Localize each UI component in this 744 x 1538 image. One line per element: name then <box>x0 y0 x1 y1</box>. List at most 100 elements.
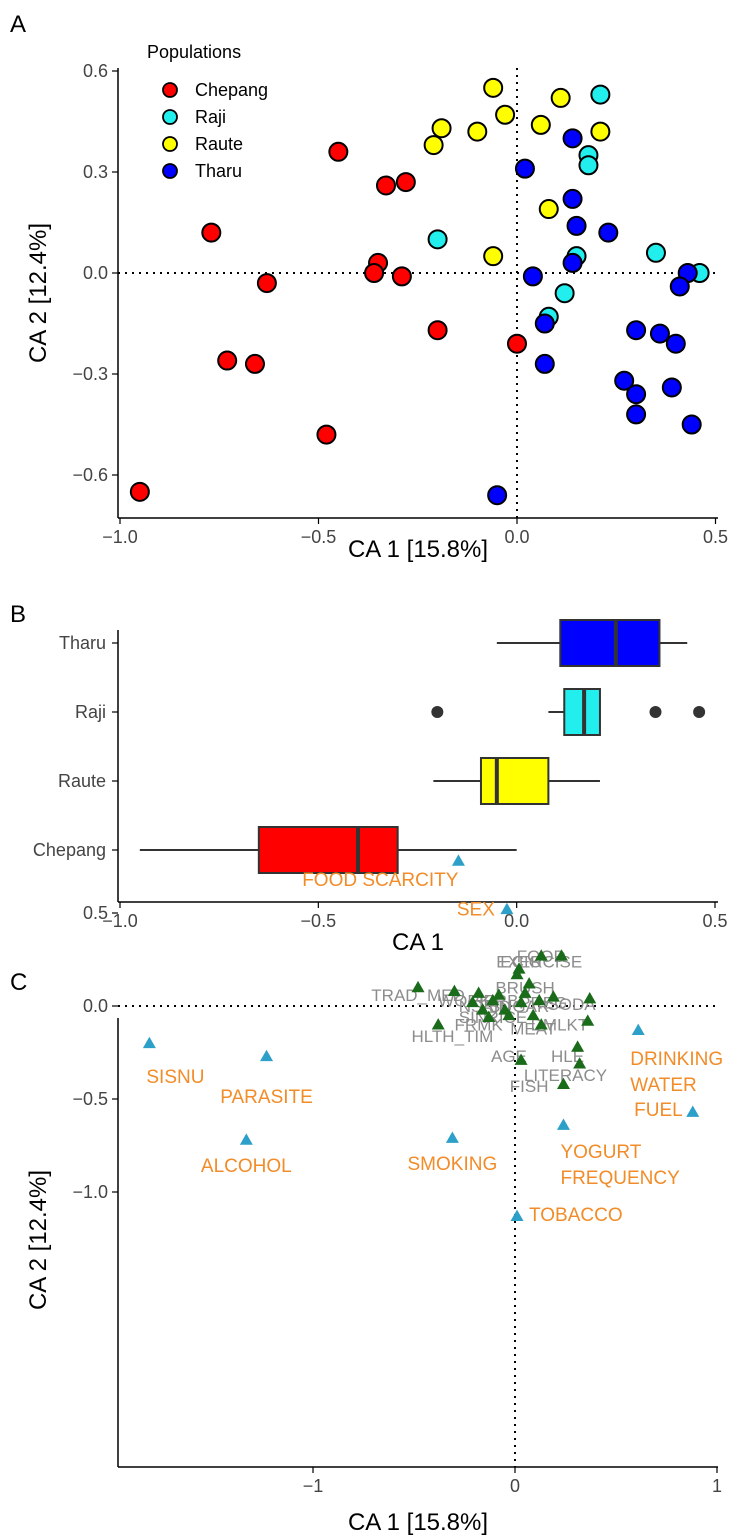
variable-marker-meat <box>526 1008 540 1021</box>
variable-marker-preg <box>532 993 546 1006</box>
point-tharu <box>522 266 543 287</box>
variable-marker-literacy <box>573 1057 587 1069</box>
point-tharu <box>534 353 555 374</box>
x-axis-title: CA 1 [15.8%] <box>348 1509 488 1536</box>
variable-label-smoking-line-1: SMOKING <box>408 1154 498 1175</box>
point-tharu <box>661 377 682 398</box>
y-tick-label: 0.5 <box>83 903 108 923</box>
legend-label-raute: Raute <box>195 134 243 154</box>
variable-label-drinking-water-line-1: DRINKING <box>630 1049 723 1070</box>
point-tharu <box>614 370 635 391</box>
point-raji <box>554 283 575 304</box>
variable-marker-drinking-water <box>631 1023 645 1036</box>
variable-label-hlth-tim: HLTH_TIM <box>411 1027 493 1046</box>
point-tharu <box>681 414 702 435</box>
variable-marker-brush <box>510 967 524 980</box>
y-tick-label: 0.0 <box>83 996 108 1016</box>
y-tick-label: −0.6 <box>72 465 108 485</box>
variable-label-soda: SODA <box>547 995 596 1014</box>
legend-marker-chepang <box>162 82 178 98</box>
x-tick-label: −0.5 <box>301 527 337 547</box>
variable-marker-yogurt-frequency <box>556 1118 570 1130</box>
x-tick-label: −1.0 <box>102 527 138 547</box>
variable-marker-food-scarcity <box>451 854 465 866</box>
variable-label-alcohol-line-1: ALCOHOL <box>201 1156 292 1177</box>
y-tick-label-raute: Raute <box>58 771 106 791</box>
point-chepang <box>391 266 412 287</box>
point-tharu <box>665 333 686 354</box>
point-tharu <box>534 313 555 334</box>
point-tharu <box>562 128 583 149</box>
legend-marker-tharu <box>162 163 178 179</box>
point-tharu <box>626 404 647 425</box>
variable-marker-mlkt <box>581 1014 595 1026</box>
point-tharu <box>649 323 670 344</box>
variable-marker-fish <box>556 1077 570 1089</box>
point-tharu <box>562 188 583 209</box>
x-tick-label: −1.0 <box>102 911 138 931</box>
y-axis-title: CA 2 [12.4%] <box>25 1170 52 1310</box>
legend-marker-raji <box>162 109 178 125</box>
x-tick-label: 0.5 <box>703 527 728 547</box>
variable-marker-sleep <box>492 988 506 1000</box>
outlier-raji <box>431 706 444 718</box>
point-raji <box>578 155 599 176</box>
y-tick-label: 0.6 <box>83 61 108 81</box>
variable-label-tobacco-line-1: TOBACCO <box>529 1205 623 1226</box>
variable-label-literacy: LITERACY <box>524 1066 607 1085</box>
variable-marker-hlth-tim <box>431 1018 445 1030</box>
variable-marker-herb <box>472 986 486 998</box>
outlier-raji <box>649 706 662 718</box>
outlier-raji <box>693 706 706 718</box>
point-tharu <box>626 384 647 405</box>
box-tharu <box>559 619 661 667</box>
variable-marker-food <box>534 949 548 961</box>
point-raji <box>427 229 448 250</box>
panel-label-b: B <box>10 601 26 628</box>
point-tharu <box>487 485 508 506</box>
point-raute <box>495 104 516 125</box>
point-tharu <box>598 222 619 243</box>
variable-marker-rice <box>502 1008 516 1021</box>
point-chepang <box>316 424 337 445</box>
point-chepang <box>256 273 277 294</box>
point-chepang <box>507 333 527 354</box>
point-raute <box>550 87 571 108</box>
variable-marker-sisnu <box>142 1036 156 1049</box>
variable-marker-alcohol <box>239 1133 253 1145</box>
x-tick-label: 0.0 <box>504 911 529 931</box>
variable-marker-trad-med <box>411 980 425 993</box>
variable-marker-drnk <box>482 1010 496 1023</box>
y-tick-label-tharu: Tharu <box>59 633 106 653</box>
point-raji <box>590 84 611 105</box>
point-raute <box>538 199 559 220</box>
legend-title: Populations <box>147 42 241 62</box>
variable-marker-work <box>447 984 461 996</box>
variable-label-fish: FISH <box>510 1077 549 1096</box>
variable-marker-sugar <box>514 995 528 1008</box>
point-tharu <box>562 252 583 273</box>
variable-label-drinking-water-line-2: WATER <box>630 1075 697 1096</box>
panel-label-a: A <box>10 11 26 38</box>
variable-label-yogurt-frequency-line-1: YOGURT <box>560 1142 641 1163</box>
point-raute <box>483 246 504 267</box>
box-chepang <box>257 826 399 874</box>
variable-marker-sex <box>500 902 514 915</box>
variable-marker-dmlkt <box>534 1018 548 1030</box>
x-tick-label: −1 <box>303 1476 324 1496</box>
point-chepang <box>427 320 448 341</box>
point-raji <box>645 242 666 263</box>
variable-label-fuel-line-1: FUEL <box>634 1100 683 1121</box>
variable-label-trad-med: TRAD_MED <box>371 986 465 1005</box>
variable-label-parasite-line-1: PARASITE <box>220 1087 313 1108</box>
variable-marker-age <box>514 1053 528 1065</box>
x-tick-label: 0 <box>510 1476 520 1496</box>
variable-marker-parasite <box>260 1049 274 1062</box>
variable-marker-smoking <box>445 1131 459 1143</box>
y-tick-label: 0.0 <box>83 263 108 283</box>
point-chepang <box>375 175 396 196</box>
point-chepang <box>364 263 385 283</box>
box-raute <box>479 757 550 805</box>
x-axis-title: CA 1 <box>392 929 444 956</box>
